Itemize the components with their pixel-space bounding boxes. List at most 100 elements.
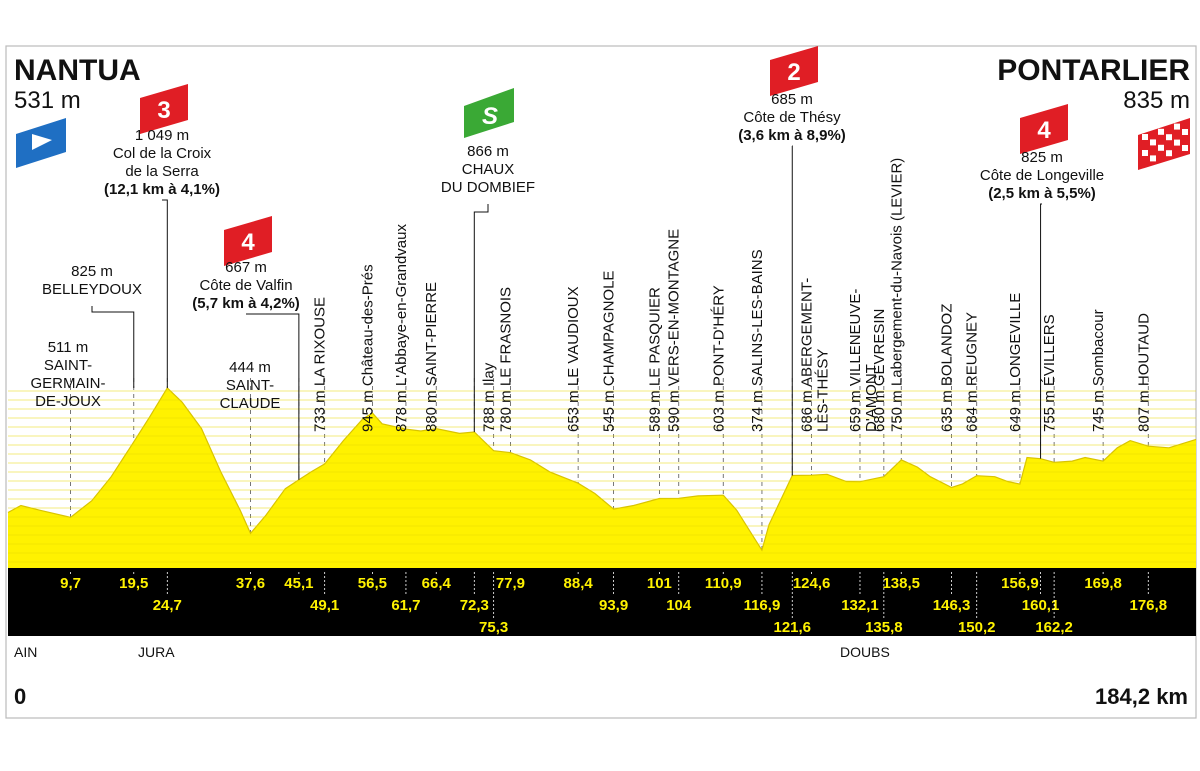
climb-badge-label: 2 [787,59,800,86]
climb-detail: (2,5 km à 5,5%) [988,185,1096,202]
town-label-vertical: 686 m ABERGEMENT- [799,278,816,432]
town-name: SALINS-LES-BAINS [749,249,766,386]
town-name-line2: LÈS-THÉSY [815,349,832,432]
km-mark: 176,8 [1130,597,1168,614]
town-label-vertical: 680 m GEVRESIN [871,309,888,432]
town-label: GERMAIN- [31,375,106,392]
town-name: LE FRASNOIS [497,287,514,386]
climb-detail: (12,1 km à 4,1%) [104,181,220,198]
town-label: 825 m [71,263,113,280]
climb-badge-label: 4 [241,229,255,256]
finish-flag-square [1174,140,1180,146]
climb-alt: 685 m [771,91,813,108]
town-label-vertical: 745 m Sombacour [1090,309,1107,432]
town-label-vertical: 788 m Ilay [481,362,498,432]
finish-flag-square [1166,134,1172,140]
town-label: DE-JOUX [35,393,101,410]
sprint-label: S [482,103,498,130]
km-mark: 24,7 [153,597,182,614]
town-label-vertical: 733 m LA RIXOUSE [312,297,329,432]
town-label: 444 m [229,359,271,376]
km-mark: 135,8 [865,619,903,636]
km-mark: 75,3 [479,619,508,636]
town-name: CHAMPAGNOLE [601,271,618,387]
km-mark: 88,4 [564,575,594,592]
km-mark: 101 [647,575,672,592]
town-alt: 745 m [1090,390,1107,432]
climb-detail: (5,7 km à 4,2%) [192,295,300,312]
climb-name: Côte de Longeville [980,167,1104,184]
town-label-vertical: 880 m SAINT-PIERRE [423,282,440,432]
town-alt: 680 m [871,390,888,432]
town-label-vertical: 589 m LE PASQUIER [646,287,663,432]
town-label-vertical: 659 m VILLENEUVE- [847,289,864,432]
km-mark: 45,1 [284,575,313,592]
town-label: BELLEYDOUX [42,281,142,298]
town-label-vertical: 649 m LONGEVILLE [1007,293,1024,432]
finish-flag-square [1150,139,1156,145]
start-alt: 531 m [14,87,81,114]
finish-flag-icon [1138,118,1190,170]
town-alt: 880 m [423,390,440,432]
finish-flag-square [1142,134,1148,140]
town-alt: 374 m [749,390,766,432]
town-label: SAINT- [44,357,92,374]
distance-total: 184,2 km [1095,684,1188,709]
town-alt: 659 m [847,390,864,432]
town-alt: 780 m [497,390,514,432]
km-mark: 72,3 [460,597,489,614]
climb-badge: 4 [1020,104,1068,154]
km-mark: 61,7 [391,597,420,614]
finish-alt: 835 m [1123,87,1190,114]
town-label: SAINT- [226,377,274,394]
town-label-vertical: 374 m SALINS-LES-BAINS [749,249,766,432]
town-alt: 686 m [799,390,816,432]
km-mark: 132,1 [841,597,879,614]
town-label: CLAUDE [220,395,281,412]
town-label: 511 m [48,339,89,356]
climb-alt: 1 049 m [135,127,189,144]
town-alt: 755 m [1041,390,1058,432]
town-name: Labergement-du-Navois (LEVIER) [888,158,905,386]
town-alt: 945 m [359,390,376,432]
town-name: LA RIXOUSE [312,297,329,386]
km-mark: 146,3 [933,597,971,614]
town-label-vertical: 653 m LE VAUDIOUX [565,286,582,432]
town-label-vertical: 807 m HOUTAUD [1135,313,1152,432]
km-mark: 160,1 [1022,597,1060,614]
finish-flag-square [1174,124,1180,130]
climb-name: Col de la Croix [113,145,212,162]
town-alt: 590 m [666,390,683,432]
town-label-vertical: 684 m REUGNEY [964,312,981,432]
town-alt: 589 m [646,390,663,432]
town-label-vertical: 635 m BOLANDOZ [939,304,956,432]
km-mark: 9,7 [60,575,81,592]
town-alt: 788 m [481,390,498,432]
town-name: Sombacour [1090,309,1107,386]
finish-flag-square [1158,129,1164,135]
climb-badge: 2 [770,46,818,96]
town-name: L'Abbaye-en-Grandvaux [393,223,410,386]
sprint-badge-icon: S [464,88,514,138]
town-alt: 878 m [393,390,410,432]
finish-flag-square [1150,155,1156,161]
km-mark: 93,9 [599,597,628,614]
town-alt: 653 m [565,390,582,432]
finish-town: PONTARLIER [997,54,1190,87]
town-label-vertical: 590 m VERS-EN-MONTAGNE [666,229,683,432]
climb-badge-label: 3 [157,97,170,124]
town-name: PONT-D'HÉRY [710,285,727,386]
town-name: BOLANDOZ [939,304,956,387]
distance-start: 0 [14,684,26,709]
town-alt: 807 m [1135,390,1152,432]
town-name: REUGNEY [964,312,981,386]
town-label-vertical: 750 m Labergement-du-Navois (LEVIER) [888,158,905,432]
town-alt: 750 m [888,390,905,432]
sprint-alt: 866 m [467,143,509,160]
town-alt: 635 m [939,390,956,432]
climb-badge-label: 4 [1037,117,1051,144]
sprint-name: DU DOMBIEF [441,179,535,196]
km-mark: 19,5 [119,575,148,592]
